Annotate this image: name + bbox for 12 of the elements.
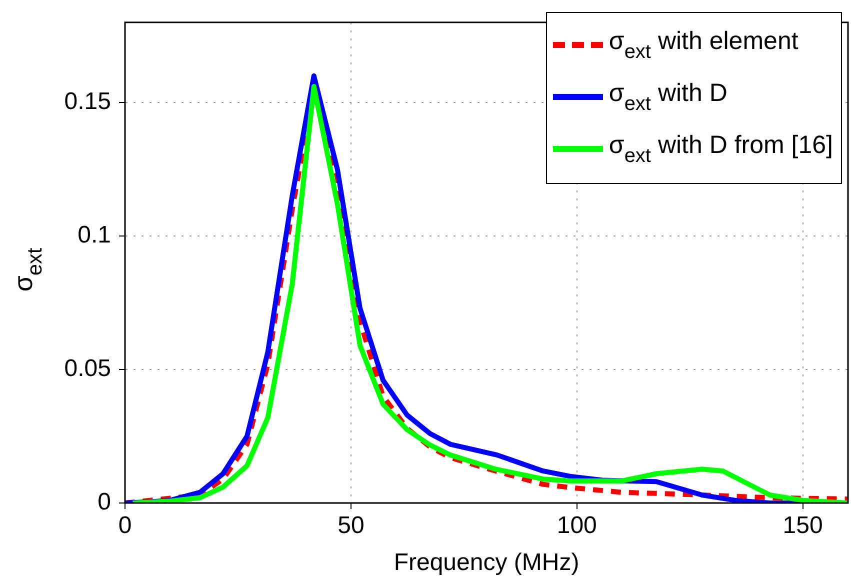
x-tick-label: 50 (338, 512, 364, 540)
legend-label: σ$_{ext}$ with D from [16] (608, 130, 833, 168)
x-tick-label: 0 (118, 512, 132, 540)
x-axis-title: Frequency (MHz) (394, 549, 580, 576)
y-tick-label: 0.05 (64, 355, 111, 382)
legend-label: σ$_{ext}$ with D (608, 78, 728, 116)
y-tick-label: 0.15 (64, 88, 111, 116)
x-tick-label: 100 (556, 512, 597, 540)
y-tick-label: 0.1 (78, 222, 111, 249)
x-tick-label: 150 (782, 512, 823, 540)
legend-label: σ$_{ext}$ with element (608, 26, 798, 64)
y-tick-label: 0 (98, 488, 111, 516)
